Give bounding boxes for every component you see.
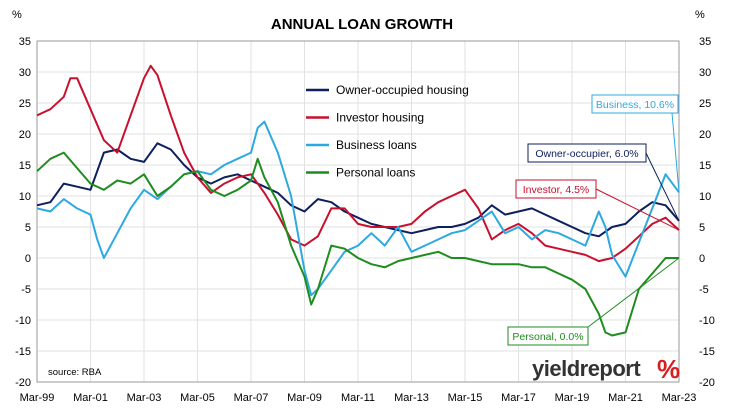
source-note: source: RBA: [48, 367, 102, 378]
y-tick-label-left: -15: [15, 346, 31, 358]
y-tick-label-right: 30: [699, 67, 711, 79]
x-tick-label: Mar-09: [287, 392, 322, 404]
annotation-box-owner-occupied-housing: [527, 143, 647, 163]
series-lines: [36, 64, 680, 337]
series-line-personal-loans: [36, 151, 679, 337]
y-tick-label-left: 35: [19, 36, 31, 48]
annotation-label-personal-loans: Personal, 0.0%: [512, 331, 583, 343]
series-line-investor-housing: [36, 64, 680, 263]
legend-label-business-loans: Business loans: [336, 138, 417, 152]
y-tick-label-left: -20: [15, 377, 31, 389]
x-tick-label: Mar-21: [608, 392, 643, 404]
x-tick-label: Mar-23: [662, 392, 697, 404]
y-tick-label-right: 5: [699, 222, 705, 234]
x-tick-label: Mar-01: [73, 392, 108, 404]
annotations: Business, 10.6% Owner-occupier, 6.0% Inves…: [507, 94, 680, 346]
chart-title: ANNUAL LOAN GROWTH: [271, 16, 453, 33]
series-line-business-loans: [36, 120, 680, 297]
brand-logo: yieldreport %: [532, 354, 680, 384]
annotation-leader-personal-loans: [587, 257, 680, 328]
x-tick-label: Mar-11: [341, 392, 375, 404]
y-tick-label-right: 15: [699, 160, 711, 172]
brand-percent-icon: %: [657, 354, 680, 384]
x-tick-label: Mar-05: [180, 392, 215, 404]
x-tick-label: Mar-03: [127, 392, 162, 404]
y-tick-label-left: 25: [19, 98, 31, 110]
annotation-label-business-loans: Business, 10.6%: [596, 99, 674, 111]
x-tick-label: Mar-15: [448, 392, 483, 404]
series-line-owner-occupied-housing: [36, 142, 680, 238]
x-tick-label: Mar-99: [20, 392, 55, 404]
x-tick-label: Mar-17: [501, 392, 536, 404]
y-tick-label-left: 0: [25, 253, 31, 265]
y-axis-right: 35 30 25 20 15 10 5 0 -5 -10 -15 -20: [699, 36, 715, 389]
annotation-label-investor-housing: Investor, 4.5%: [523, 184, 590, 196]
y-unit-left: %: [12, 9, 22, 21]
y-tick-label-left: 30: [19, 67, 31, 79]
plot-area-border: [36, 40, 680, 383]
y-tick-label-left: -5: [21, 284, 31, 296]
y-tick-label-left: 15: [19, 160, 31, 172]
y-tick-label-left: 10: [19, 191, 31, 203]
annotation-box-personal-loans: [507, 326, 589, 346]
x-tick-label: Mar-13: [394, 392, 429, 404]
y-tick-label-right: 25: [699, 98, 711, 110]
x-tick-label: Mar-07: [234, 392, 269, 404]
y-tick-label-left: -10: [15, 315, 31, 327]
y-tick-label-right: -15: [699, 346, 715, 358]
annotation-label-owner-occupied-housing: Owner-occupier, 6.0%: [535, 148, 638, 160]
x-tick-label: Mar-19: [555, 392, 590, 404]
y-axis-left: 35 30 25 20 15 10 5 0 -5 -10 -15 -20: [15, 36, 31, 389]
legend-label-investor-housing: Investor housing: [336, 111, 424, 125]
y-tick-label-right: 10: [699, 191, 711, 203]
annotation-box-investor-housing: [515, 179, 597, 199]
y-tick-label-right: 20: [699, 129, 711, 141]
annotation-leader-investor-housing: [595, 188, 680, 231]
annotation-box-business-loans: [591, 94, 679, 114]
y-unit-right: %: [695, 9, 705, 21]
y-tick-label-right: -20: [699, 377, 715, 389]
y-tick-label-right: -10: [699, 315, 715, 327]
annotation-leader-business-loans: [671, 112, 680, 193]
annotation-leader-owner-occupied-housing: [645, 152, 680, 222]
x-axis: Mar-99 Mar-01 Mar-03 Mar-05 Mar-07 Mar-09 Mar-…: [20, 392, 697, 404]
y-tick-label-right: -5: [699, 284, 709, 296]
y-tick-label-left: 5: [25, 222, 31, 234]
y-tick-label-right: 35: [699, 36, 711, 48]
brand-wordmark: yieldreport: [532, 356, 641, 381]
y-tick-label-left: 20: [19, 129, 31, 141]
legend-label-owner-occupied-housing: Owner-occupied housing: [336, 83, 469, 97]
legend-label-personal-loans: Personal loans: [336, 166, 415, 180]
y-tick-label-right: 0: [699, 253, 705, 265]
legend: Owner-occupied housing Investor housing Bu…: [306, 83, 469, 180]
